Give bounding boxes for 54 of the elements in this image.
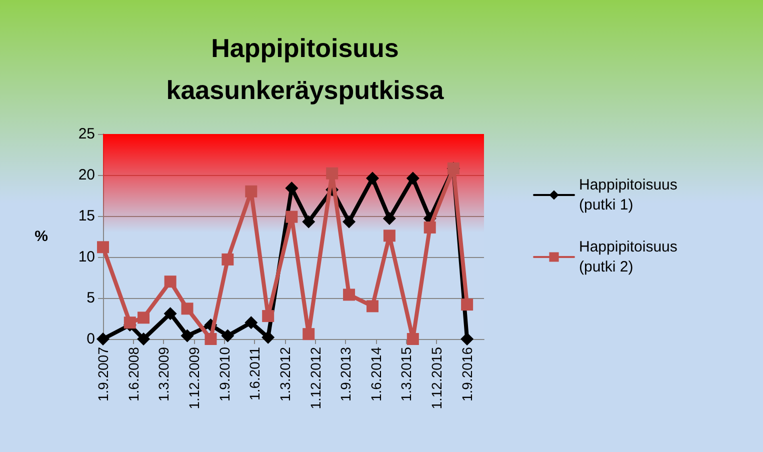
chart-title: Happipitoisuus kaasunkeräysputkissa [166, 33, 444, 105]
x-tick-label: 1.6.2014 [368, 346, 384, 402]
point [406, 333, 419, 345]
point [164, 276, 176, 288]
y-axis-title: % [34, 228, 48, 245]
point [286, 210, 298, 223]
point [424, 221, 436, 234]
point [366, 300, 378, 312]
y-tick-label: 0 [86, 330, 95, 348]
x-tick-label: 1.9.2010 [216, 346, 232, 402]
point [382, 212, 396, 225]
x-tick-label: 1.12.2012 [307, 346, 324, 410]
x-tick-label: 1.9.2013 [338, 346, 354, 402]
x-tick-label: 1.3.2015 [398, 346, 414, 402]
x-tick-label: 1.6.2008 [125, 346, 142, 402]
point [262, 310, 274, 322]
point [97, 241, 109, 254]
point [343, 288, 356, 301]
x-tick-label: 1.6.2011 [246, 346, 263, 400]
point [461, 298, 474, 311]
point [245, 185, 258, 198]
point [302, 215, 316, 228]
point [137, 332, 150, 346]
y-tick-label: 25 [78, 126, 95, 142]
point [222, 253, 234, 266]
legend-label: Happipitoisuus (putki 1) [579, 176, 682, 214]
point [262, 330, 275, 344]
x-tick-label: 1.12.2009 [186, 346, 202, 410]
point [96, 332, 110, 346]
point [124, 316, 136, 329]
point [181, 302, 194, 315]
point [460, 332, 474, 346]
point [180, 329, 194, 342]
point [204, 333, 217, 345]
point [221, 329, 234, 342]
x-tick-label: 1.3.2012 [276, 346, 293, 402]
x-tick-label: 1.3.2009 [156, 346, 172, 402]
point [406, 172, 420, 185]
legend-label: Happipitoisuus (putki 2) [579, 238, 682, 276]
x-tick-label: 1.9.2016 [459, 346, 476, 402]
point [138, 312, 150, 324]
point [302, 328, 315, 340]
point [244, 316, 258, 330]
y-tick-label: 15 [78, 208, 95, 224]
x-tick-label: 1.9.2007 [95, 346, 111, 402]
point [383, 230, 396, 242]
y-tick-label: 20 [78, 166, 95, 184]
point [342, 215, 356, 228]
x-tick-label: 1.12.2015 [428, 346, 445, 410]
point [326, 167, 338, 180]
point [164, 307, 177, 320]
y-tick-label: 5 [86, 290, 95, 306]
point [366, 172, 379, 185]
y-tick-label: 10 [78, 248, 95, 266]
